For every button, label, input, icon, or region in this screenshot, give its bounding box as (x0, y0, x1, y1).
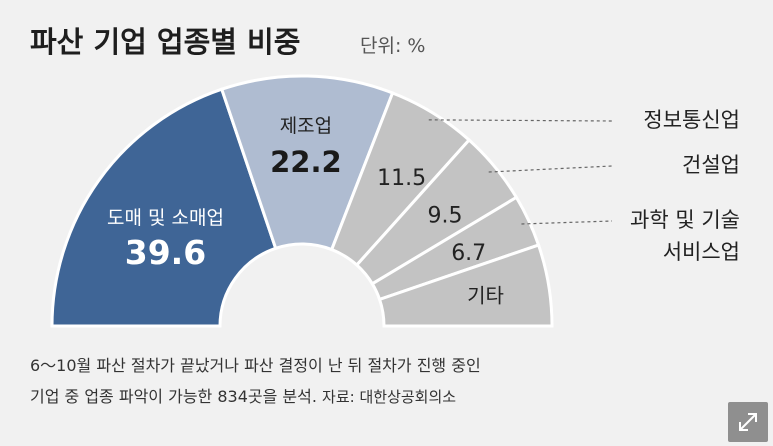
slice-정보통신업-label: 정보통신업 (643, 108, 740, 132)
footnote-line-1: 6～10월 파산 절차가 끝났거나 파산 결정이 난 뒤 절차가 진행 중인 (30, 356, 481, 375)
slice-제조업-value: 22.2 (270, 145, 342, 179)
slice-과학-및-기술-서비스업-leader-line (521, 220, 613, 225)
slice-기타-name: 기타 (467, 283, 504, 307)
slice-제조업-name: 제조업 (280, 115, 332, 137)
labels-group: 도매 및 소매업 39.6 제조업 22.2 11.5 정보통신업 9.5 건설업 6.7 과학 … (107, 108, 740, 307)
slice-정보통신업-value: 11.5 (377, 166, 426, 191)
footnote-source: 자료: 대한상공회의소 (322, 388, 457, 406)
slice-도매-및-소매업 (50, 87, 278, 328)
slice-과학-및-기술-서비스업-label-line-1: 과학 및 기술 (630, 208, 740, 232)
footnote-line-2: 기업 중 업종 파악이 가능한 834곳을 분석. 자료: 대한상공회의소 (30, 383, 456, 407)
chart-title: 파산 기업 업종별 비중 (30, 25, 300, 59)
slice-건설업-label: 건설업 (682, 153, 740, 177)
slice-기타 (377, 243, 554, 328)
slice-정보통신업-leader-line (428, 119, 613, 122)
slice-도매-및-소매업-value: 39.6 (125, 233, 206, 272)
expand-arrows-icon (739, 413, 757, 431)
slices-group (50, 74, 554, 328)
footnote-description: 기업 중 업종 파악이 가능한 834곳을 분석. (30, 387, 317, 406)
slice-건설업-value: 9.5 (428, 204, 463, 229)
slice-건설업-leader-line (488, 165, 613, 173)
unit-label: 단위: % (360, 35, 425, 57)
expand-button[interactable] (728, 402, 768, 442)
slice-도매-및-소매업-name: 도매 및 소매업 (107, 207, 224, 229)
slice-과학-및-기술-서비스업-value: 6.7 (451, 241, 486, 266)
slice-제조업 (219, 74, 395, 252)
slice-과학-및-기술-서비스업-label-line-2: 서비스업 (663, 240, 740, 264)
